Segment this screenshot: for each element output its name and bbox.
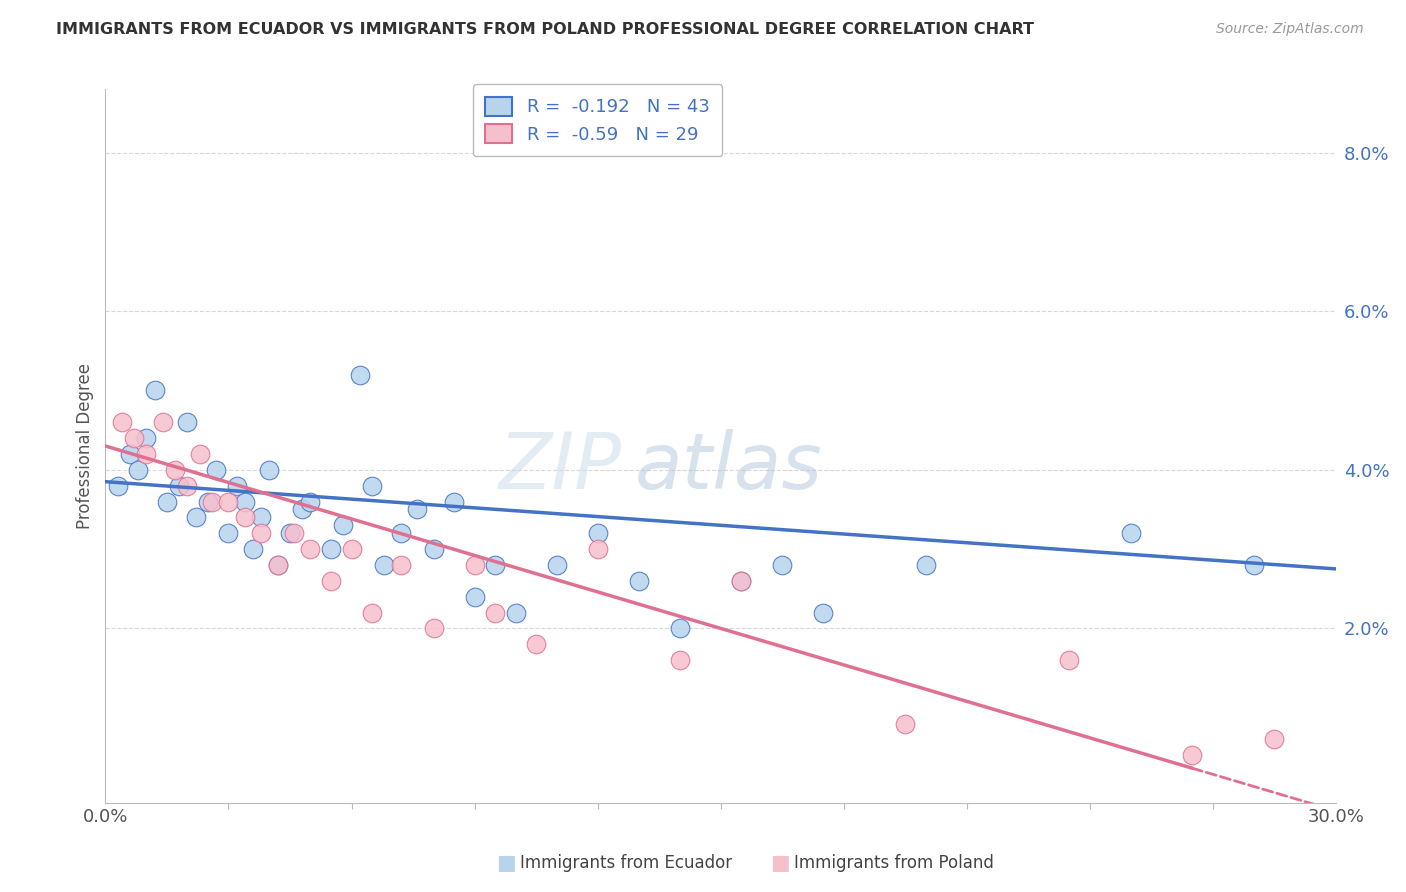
- Point: [586, 526, 609, 541]
- Point: [267, 558, 290, 572]
- Text: Immigrants from Poland: Immigrants from Poland: [794, 855, 994, 872]
- Point: [107, 478, 129, 492]
- Point: [464, 558, 486, 572]
- Point: [135, 447, 157, 461]
- Legend: R =  -0.192   N = 43, R =  -0.59   N = 29: R = -0.192 N = 43, R = -0.59 N = 29: [472, 84, 723, 156]
- Text: ■: ■: [496, 854, 516, 873]
- Point: [143, 384, 166, 398]
- Point: [152, 415, 174, 429]
- Point: [169, 478, 191, 492]
- Point: [197, 494, 219, 508]
- Point: [332, 518, 354, 533]
- Text: ■: ■: [770, 854, 790, 873]
- Point: [894, 716, 917, 731]
- Point: [1119, 526, 1142, 541]
- Point: [250, 510, 273, 524]
- Point: [242, 542, 264, 557]
- Point: [546, 558, 568, 572]
- Point: [218, 526, 240, 541]
- Text: Immigrants from Ecuador: Immigrants from Ecuador: [520, 855, 733, 872]
- Point: [422, 542, 444, 557]
- Point: [319, 542, 342, 557]
- Point: [205, 463, 228, 477]
- Point: [730, 574, 752, 588]
- Point: [188, 447, 211, 461]
- Point: [1263, 732, 1285, 747]
- Point: [259, 463, 281, 477]
- Point: [914, 558, 936, 572]
- Point: [233, 510, 256, 524]
- Point: [627, 574, 650, 588]
- Point: [1181, 748, 1204, 763]
- Point: [184, 510, 207, 524]
- Y-axis label: Professional Degree: Professional Degree: [76, 363, 94, 529]
- Point: [250, 526, 273, 541]
- Point: [120, 447, 141, 461]
- Point: [201, 494, 224, 508]
- Point: [586, 542, 609, 557]
- Point: [111, 415, 134, 429]
- Point: [176, 478, 198, 492]
- Point: [1243, 558, 1265, 572]
- Point: [524, 637, 547, 651]
- Point: [218, 494, 240, 508]
- Point: [319, 574, 342, 588]
- Point: [484, 558, 506, 572]
- Point: [443, 494, 465, 508]
- Point: [389, 526, 412, 541]
- Point: [127, 463, 149, 477]
- Point: [373, 558, 395, 572]
- Point: [811, 606, 834, 620]
- Point: [389, 558, 412, 572]
- Point: [176, 415, 198, 429]
- Text: atlas: atlas: [634, 429, 823, 506]
- Text: IMMIGRANTS FROM ECUADOR VS IMMIGRANTS FROM POLAND PROFESSIONAL DEGREE CORRELATIO: IMMIGRANTS FROM ECUADOR VS IMMIGRANTS FR…: [56, 22, 1035, 37]
- Point: [225, 478, 247, 492]
- Point: [233, 494, 256, 508]
- Point: [668, 621, 690, 635]
- Point: [278, 526, 301, 541]
- Point: [484, 606, 506, 620]
- Text: Source: ZipAtlas.com: Source: ZipAtlas.com: [1216, 22, 1364, 37]
- Point: [361, 606, 384, 620]
- Point: [668, 653, 690, 667]
- Point: [267, 558, 290, 572]
- Point: [464, 590, 486, 604]
- Point: [291, 502, 314, 516]
- Point: [340, 542, 363, 557]
- Text: ZIP: ZIP: [499, 429, 621, 506]
- Point: [770, 558, 793, 572]
- Point: [165, 463, 187, 477]
- Point: [422, 621, 444, 635]
- Point: [361, 478, 384, 492]
- Point: [299, 542, 322, 557]
- Point: [156, 494, 179, 508]
- Point: [299, 494, 322, 508]
- Point: [283, 526, 305, 541]
- Point: [406, 502, 429, 516]
- Point: [730, 574, 752, 588]
- Point: [349, 368, 371, 382]
- Point: [135, 431, 157, 445]
- Point: [505, 606, 527, 620]
- Point: [122, 431, 145, 445]
- Point: [1057, 653, 1080, 667]
